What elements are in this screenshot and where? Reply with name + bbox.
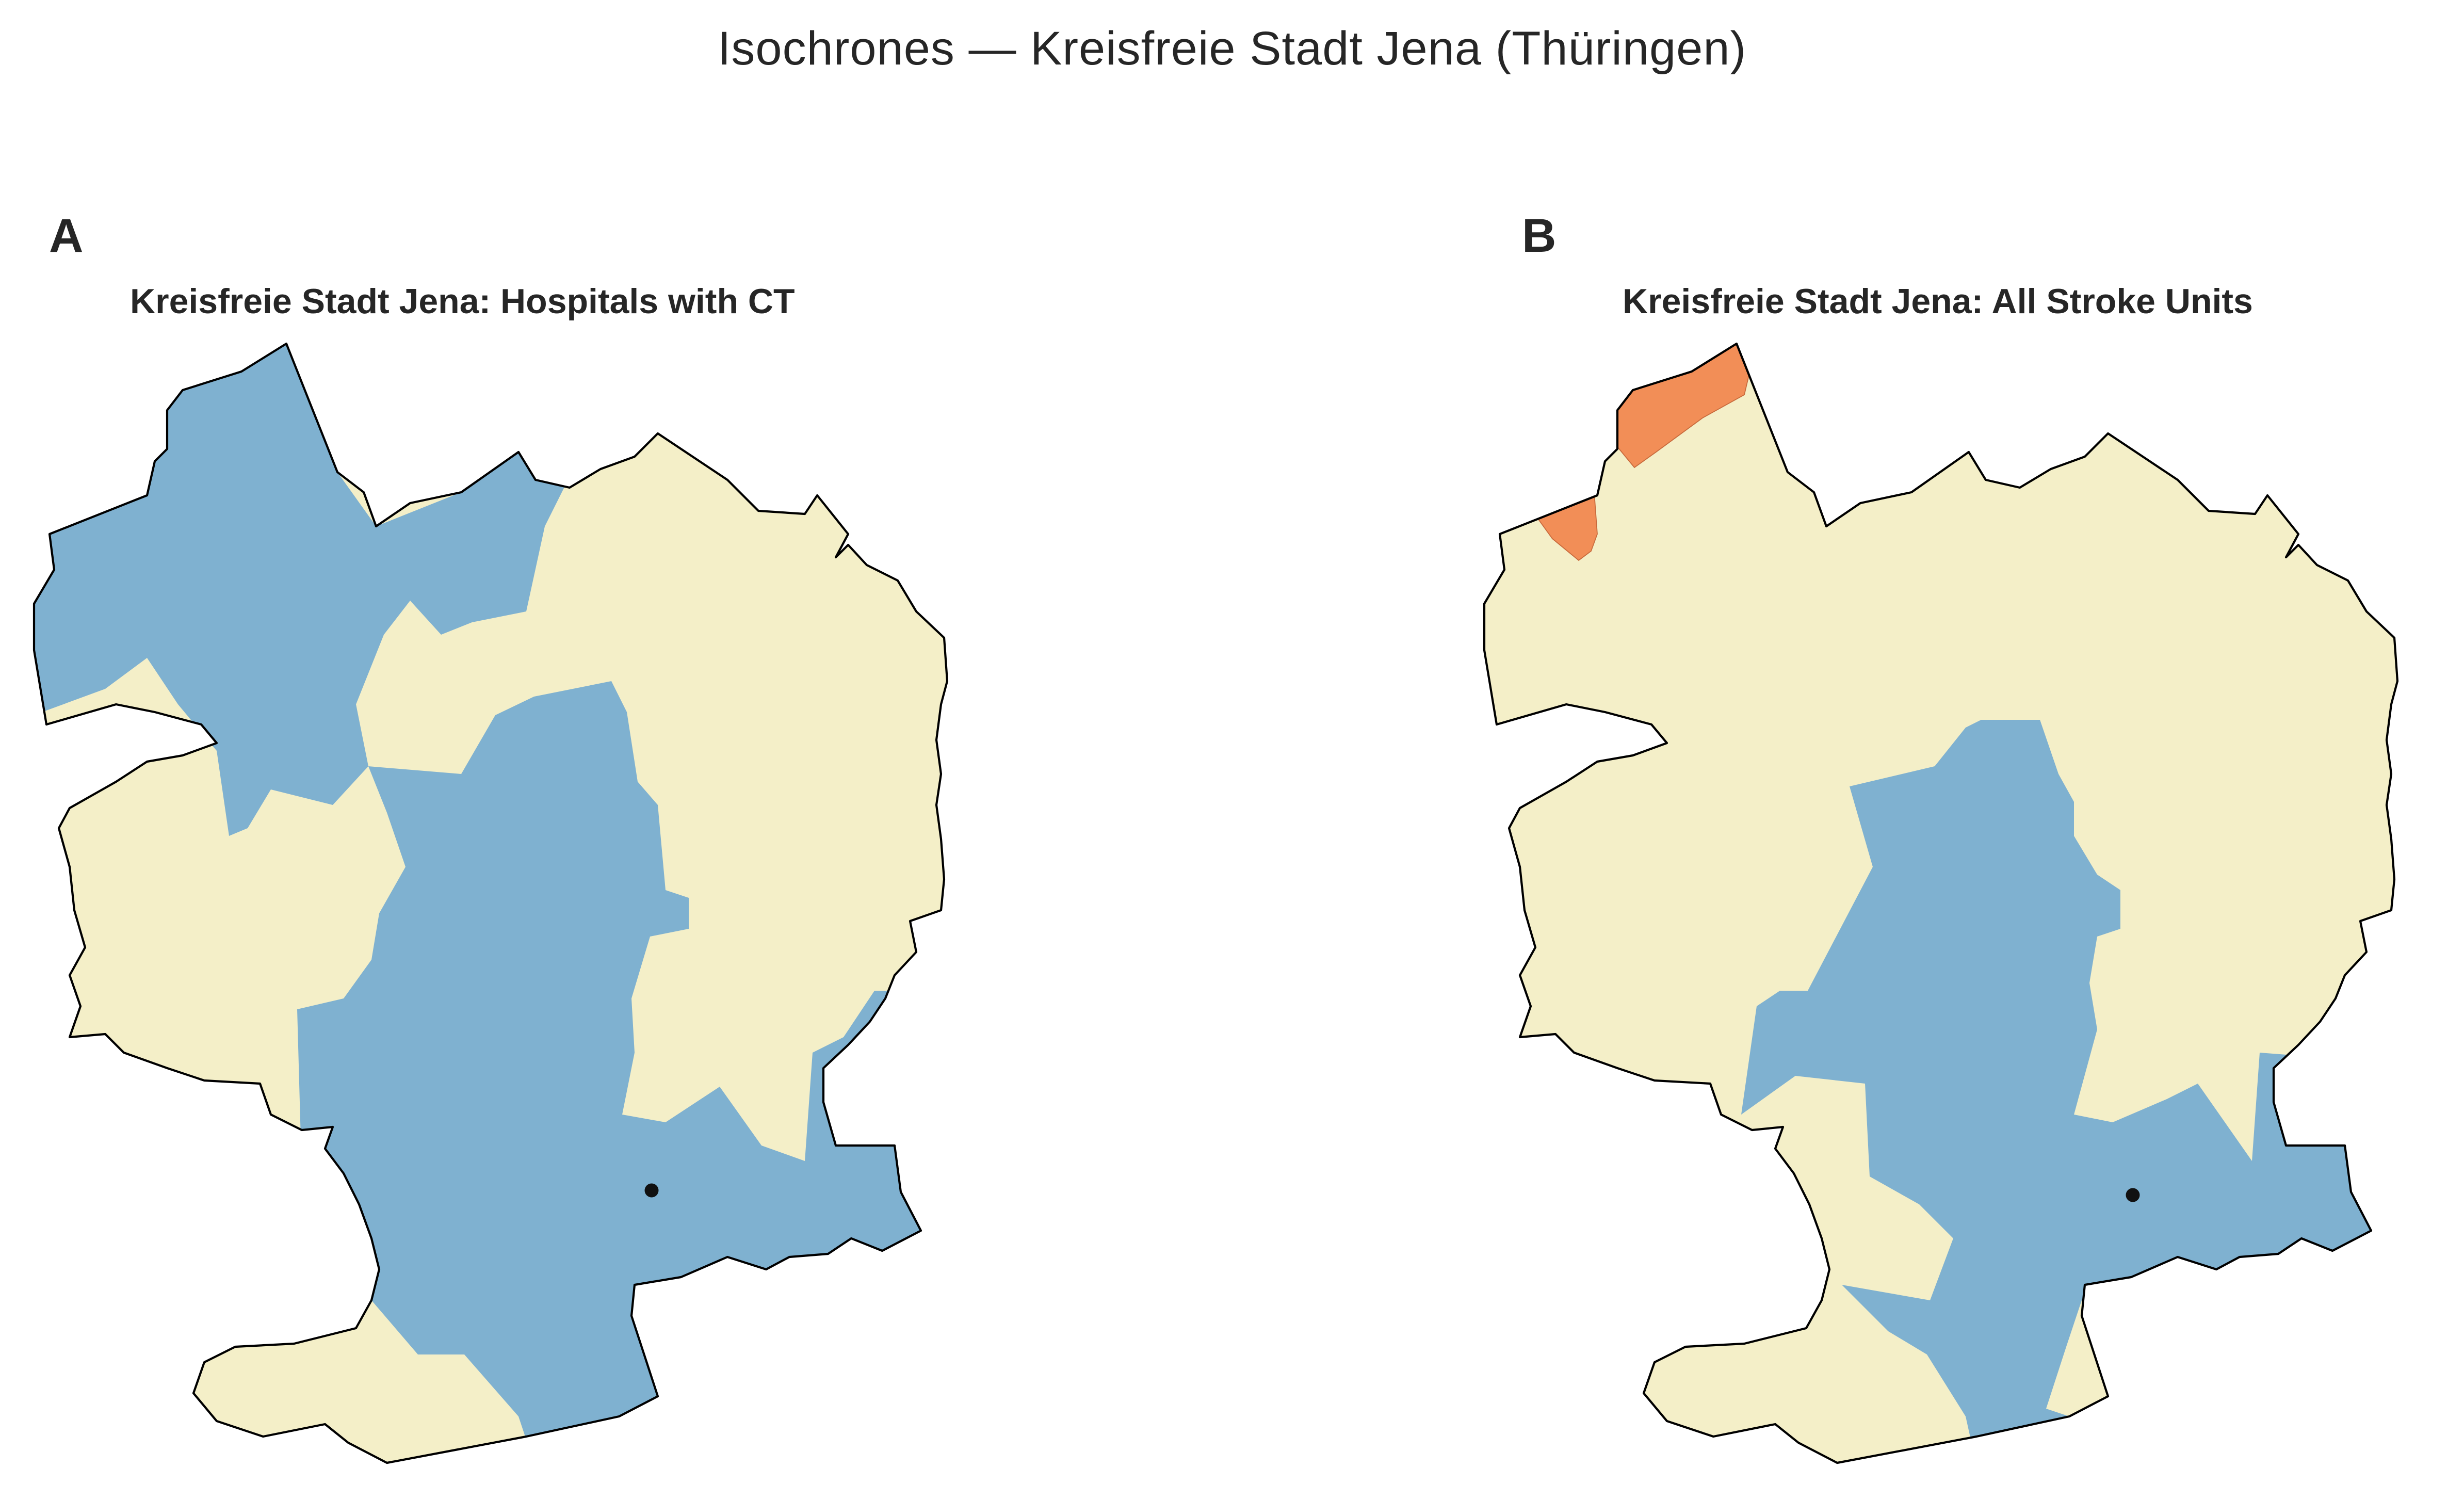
panel-a-facility-marker — [644, 1183, 659, 1198]
figure-title: Isochrones — Kreisfreie Stadt Jena (Thür… — [717, 22, 1747, 75]
panel-b-facility-marker — [2126, 1188, 2140, 1202]
panel-a-letter: A — [49, 209, 84, 262]
panel-a-title: Kreisfreie Stadt Jena: Hospitals with CT — [130, 282, 795, 321]
panel-a-map — [33, 342, 949, 1464]
panel-b-title: Kreisfreie Stadt Jena: All Stroke Units — [1623, 282, 2253, 321]
panel-b-letter: B — [1522, 209, 1557, 262]
panel-b-district-outline — [1483, 342, 2399, 1464]
panel-b-map — [1483, 342, 2399, 1464]
panel-b-zone-medium-southeast — [2046, 1300, 2108, 1416]
panel-a-district-outline — [33, 342, 949, 1464]
